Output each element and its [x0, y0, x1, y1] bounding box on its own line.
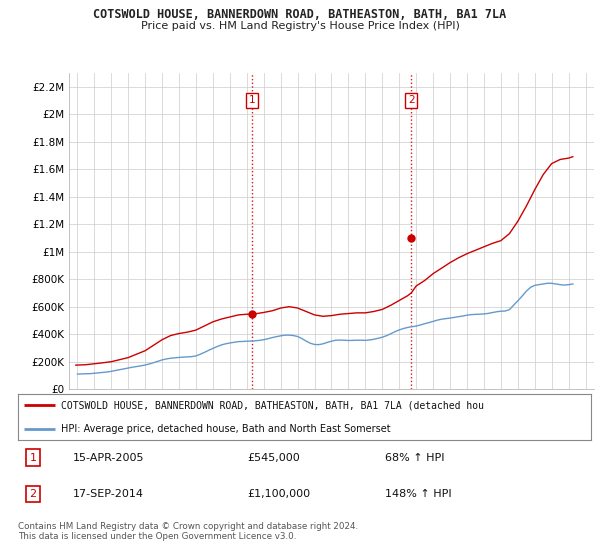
Text: 68% ↑ HPI: 68% ↑ HPI	[385, 452, 444, 463]
Text: £545,000: £545,000	[247, 452, 300, 463]
Text: 1: 1	[29, 452, 37, 463]
Text: Price paid vs. HM Land Registry's House Price Index (HPI): Price paid vs. HM Land Registry's House …	[140, 21, 460, 31]
Text: COTSWOLD HOUSE, BANNERDOWN ROAD, BATHEASTON, BATH, BA1 7LA (detached hou: COTSWOLD HOUSE, BANNERDOWN ROAD, BATHEAS…	[61, 400, 484, 410]
Text: Contains HM Land Registry data © Crown copyright and database right 2024.
This d: Contains HM Land Registry data © Crown c…	[18, 522, 358, 542]
Text: 2: 2	[408, 95, 415, 105]
Text: 1: 1	[248, 95, 255, 105]
Text: COTSWOLD HOUSE, BANNERDOWN ROAD, BATHEASTON, BATH, BA1 7LA: COTSWOLD HOUSE, BANNERDOWN ROAD, BATHEAS…	[94, 8, 506, 21]
Text: HPI: Average price, detached house, Bath and North East Somerset: HPI: Average price, detached house, Bath…	[61, 424, 391, 435]
Text: 17-SEP-2014: 17-SEP-2014	[73, 489, 143, 499]
Text: 2: 2	[29, 489, 37, 499]
Text: 148% ↑ HPI: 148% ↑ HPI	[385, 489, 451, 499]
Text: £1,100,000: £1,100,000	[247, 489, 310, 499]
Text: 15-APR-2005: 15-APR-2005	[73, 452, 144, 463]
